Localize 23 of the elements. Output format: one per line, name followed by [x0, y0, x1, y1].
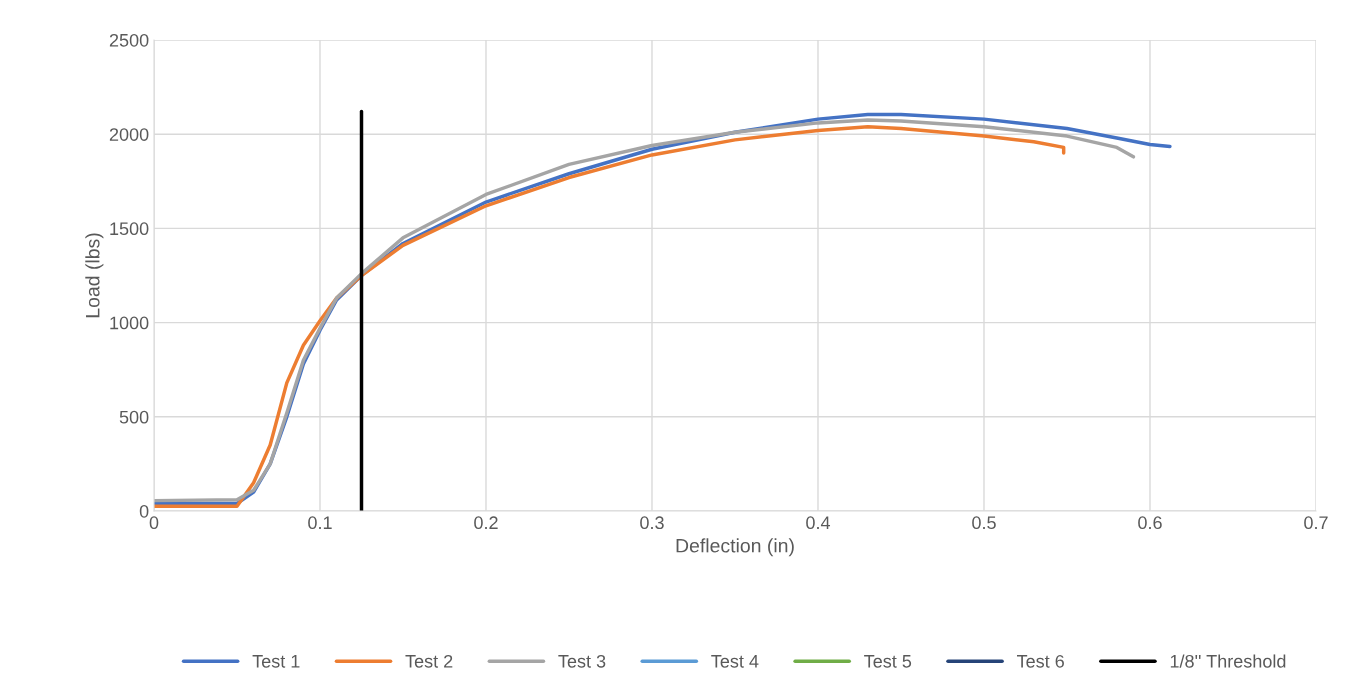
y-tick-label: 0 [139, 504, 149, 518]
y-tick-label: 2500 [109, 33, 149, 47]
legend-label: Test 6 [1016, 654, 1064, 668]
x-tick-label: 0.6 [1138, 516, 1162, 530]
y-tick-label: 2000 [109, 128, 149, 141]
x-tick-label: 0.4 [806, 516, 831, 530]
y-axis-title: Load (lbs) [85, 233, 104, 318]
y-tick-label: 500 [119, 410, 149, 424]
x-tick-label: 0.7 [1304, 516, 1328, 530]
x-tick-label: 0.2 [474, 516, 498, 530]
x-tick-label: 0.3 [640, 516, 664, 530]
legend-label: Test 4 [711, 655, 759, 668]
x-tick-label: 0.5 [972, 516, 996, 530]
x-tick-label: 0 [149, 516, 159, 530]
legend-label: Test 2 [405, 654, 453, 668]
legend-label: 1/8'' Threshold [1170, 654, 1286, 668]
legend-label: Test 1 [252, 655, 300, 668]
y-tick-label: 1000 [110, 316, 149, 330]
legend-label: Test 3 [558, 654, 606, 668]
legend-label: Test 5 [864, 655, 912, 668]
x-axis-title: Deflection (in) [676, 538, 794, 557]
y-tick-label: 1500 [110, 222, 149, 236]
x-tick-label: 0.1 [308, 516, 332, 530]
